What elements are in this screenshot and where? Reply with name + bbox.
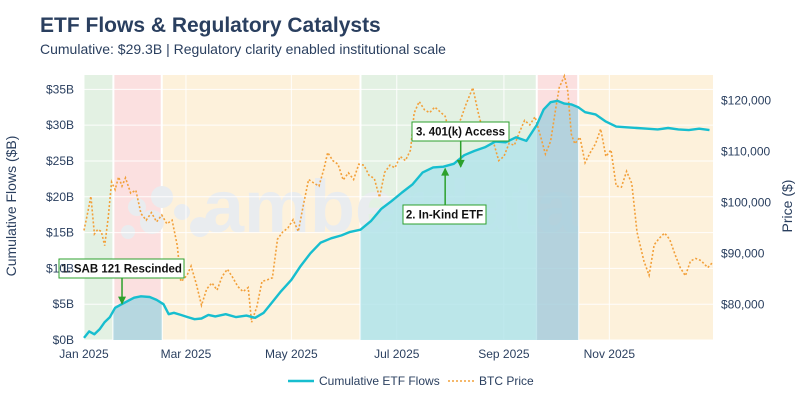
regime-band-5 [578,75,713,340]
annotation-3: 3. 401(k) Access [411,121,510,168]
annotation-arrowhead-3 [456,159,465,168]
legend: Cumulative ETF Flows BTC Price [288,374,534,388]
y-left-tick-label: $15B [46,226,74,240]
flow-area-fills [113,100,579,340]
btc-price-line [83,73,714,323]
flow-fill-2 [536,100,579,340]
y-right-tick-label: $110,000 [721,144,770,158]
regime-band-0 [84,75,114,340]
annotation-arrowhead-2 [441,167,450,176]
y-right-tick-label: $100,000 [721,195,771,209]
cumulative-flows-line [83,99,710,339]
annotation-2: 2. In-Kind ETF [402,167,487,225]
x-tick-label: Nov 2025 [584,347,636,361]
x-tick-label: Jul 2025 [374,347,420,361]
chart-title: ETF Flows & Regulatory Catalysts [40,14,381,37]
y-left-axis-title: Cumulative Flows ($B) [3,136,19,277]
annotations: 1. SAB 121 Rescinded 2. In-Kind ETF 3. 401… [58,121,510,305]
series-lines [83,73,714,339]
chart-subtitle: Cumulative: $29.3B | Regulatory clarity … [40,41,446,57]
annotation-label-3: 3. 401(k) Access [416,127,505,139]
y-right-tick-label: $120,000 [721,93,771,107]
axes: $0B $5B $10B $15B $20B $25B $30B $35B $80,000 $90… [46,82,771,361]
x-tick-label: Mar 2025 [161,347,212,361]
y-left-tick-label: $30B [46,118,74,132]
legend-label-1: BTC Price [479,374,534,388]
annotation-arrowhead-1 [118,296,127,305]
flow-fill-0 [113,296,162,340]
annotation-label-1: 1. SAB 121 Rescinded [61,264,182,276]
y-right-axis-title: Price ($) [779,180,795,233]
y-right-tick-label: $90,000 [721,246,765,260]
y-left-tick-label: $25B [46,154,74,168]
x-tick-label: Sep 2025 [478,347,530,361]
annotation-1: 1. SAB 121 Rescinded [58,258,185,305]
annotation-label-2: 2. In-Kind ETF [406,210,483,222]
legend-label-0: Cumulative ETF Flows [319,374,440,388]
y-left-tick-label: $20B [46,190,74,204]
y-right-tick-label: $80,000 [721,297,765,311]
x-tick-label: Jan 2025 [59,347,109,361]
x-tick-label: May 2025 [265,347,318,361]
y-left-tick-label: $10B [46,261,74,275]
y-left-tick-label: $0B [53,333,74,347]
flow-fill-1 [360,125,537,340]
y-left-tick-label: $5B [53,297,74,311]
regime-band-2 [161,75,361,340]
y-left-tick-label: $35B [46,82,74,96]
